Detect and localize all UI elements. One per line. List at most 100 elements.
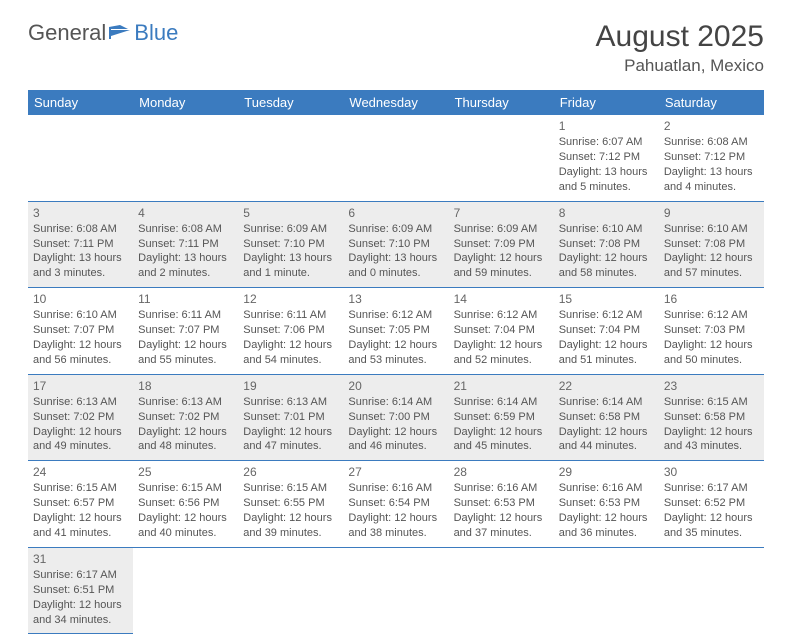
sunset-line: Sunset: 7:11 PM [138, 237, 233, 252]
weekday-header: Monday [133, 90, 238, 115]
day-number: 22 [559, 378, 654, 394]
calendar-row: 31Sunrise: 6:17 AMSunset: 6:51 PMDayligh… [28, 547, 764, 634]
sunset-line: Sunset: 6:53 PM [559, 496, 654, 511]
sunrise-line: Sunrise: 6:09 AM [243, 222, 338, 237]
daylight-line: Daylight: 12 hours and 59 minutes. [454, 251, 549, 281]
sunset-line: Sunset: 7:02 PM [33, 410, 128, 425]
daylight-line: Daylight: 12 hours and 57 minutes. [664, 251, 759, 281]
day-number: 1 [559, 118, 654, 134]
calendar-day-cell: 25Sunrise: 6:15 AMSunset: 6:56 PMDayligh… [133, 461, 238, 548]
sunrise-line: Sunrise: 6:08 AM [138, 222, 233, 237]
weekday-header: Saturday [659, 90, 764, 115]
sunset-line: Sunset: 7:04 PM [559, 323, 654, 338]
day-number: 30 [664, 464, 759, 480]
daylight-line: Daylight: 13 hours and 3 minutes. [33, 251, 128, 281]
day-number: 12 [243, 291, 338, 307]
calendar-day-cell: 26Sunrise: 6:15 AMSunset: 6:55 PMDayligh… [238, 461, 343, 548]
daylight-line: Daylight: 12 hours and 35 minutes. [664, 511, 759, 541]
sunrise-line: Sunrise: 6:16 AM [454, 481, 549, 496]
daylight-line: Daylight: 12 hours and 47 minutes. [243, 425, 338, 455]
calendar-empty-cell [238, 115, 343, 201]
sunrise-line: Sunrise: 6:15 AM [138, 481, 233, 496]
day-number: 24 [33, 464, 128, 480]
sunrise-line: Sunrise: 6:09 AM [348, 222, 443, 237]
sunset-line: Sunset: 7:03 PM [664, 323, 759, 338]
sunset-line: Sunset: 6:51 PM [33, 583, 128, 598]
calendar-day-cell: 23Sunrise: 6:15 AMSunset: 6:58 PMDayligh… [659, 374, 764, 461]
sunset-line: Sunset: 7:12 PM [664, 150, 759, 165]
calendar-day-cell: 24Sunrise: 6:15 AMSunset: 6:57 PMDayligh… [28, 461, 133, 548]
sunrise-line: Sunrise: 6:12 AM [454, 308, 549, 323]
calendar-day-cell: 18Sunrise: 6:13 AMSunset: 7:02 PMDayligh… [133, 374, 238, 461]
calendar-day-cell: 28Sunrise: 6:16 AMSunset: 6:53 PMDayligh… [449, 461, 554, 548]
sunrise-line: Sunrise: 6:16 AM [348, 481, 443, 496]
sunset-line: Sunset: 6:53 PM [454, 496, 549, 511]
day-number: 5 [243, 205, 338, 221]
daylight-line: Daylight: 13 hours and 4 minutes. [664, 165, 759, 195]
day-number: 18 [138, 378, 233, 394]
calendar-day-cell: 16Sunrise: 6:12 AMSunset: 7:03 PMDayligh… [659, 288, 764, 375]
calendar-day-cell: 15Sunrise: 6:12 AMSunset: 7:04 PMDayligh… [554, 288, 659, 375]
day-number: 8 [559, 205, 654, 221]
weekday-header: Friday [554, 90, 659, 115]
calendar-empty-cell [238, 547, 343, 634]
calendar-day-cell: 13Sunrise: 6:12 AMSunset: 7:05 PMDayligh… [343, 288, 448, 375]
calendar-row: 10Sunrise: 6:10 AMSunset: 7:07 PMDayligh… [28, 288, 764, 375]
sunrise-line: Sunrise: 6:14 AM [454, 395, 549, 410]
calendar-day-cell: 17Sunrise: 6:13 AMSunset: 7:02 PMDayligh… [28, 374, 133, 461]
calendar-empty-cell [449, 115, 554, 201]
month-title: August 2025 [596, 20, 764, 54]
sunset-line: Sunset: 7:07 PM [138, 323, 233, 338]
calendar-empty-cell [449, 547, 554, 634]
weekday-header: Sunday [28, 90, 133, 115]
sunset-line: Sunset: 6:59 PM [454, 410, 549, 425]
calendar-day-cell: 4Sunrise: 6:08 AMSunset: 7:11 PMDaylight… [133, 201, 238, 288]
calendar-row: 3Sunrise: 6:08 AMSunset: 7:11 PMDaylight… [28, 201, 764, 288]
sunset-line: Sunset: 7:10 PM [348, 237, 443, 252]
day-number: 6 [348, 205, 443, 221]
sunrise-line: Sunrise: 6:08 AM [33, 222, 128, 237]
daylight-line: Daylight: 12 hours and 52 minutes. [454, 338, 549, 368]
day-number: 16 [664, 291, 759, 307]
sunrise-line: Sunrise: 6:15 AM [243, 481, 338, 496]
calendar-day-cell: 10Sunrise: 6:10 AMSunset: 7:07 PMDayligh… [28, 288, 133, 375]
brand-word-2: Blue [134, 20, 178, 46]
day-number: 11 [138, 291, 233, 307]
sunrise-line: Sunrise: 6:16 AM [559, 481, 654, 496]
sunrise-line: Sunrise: 6:12 AM [559, 308, 654, 323]
sunrise-line: Sunrise: 6:10 AM [664, 222, 759, 237]
sunset-line: Sunset: 7:08 PM [559, 237, 654, 252]
calendar-empty-cell [343, 115, 448, 201]
sunset-line: Sunset: 7:07 PM [33, 323, 128, 338]
calendar-empty-cell [554, 547, 659, 634]
calendar-day-cell: 12Sunrise: 6:11 AMSunset: 7:06 PMDayligh… [238, 288, 343, 375]
daylight-line: Daylight: 12 hours and 40 minutes. [138, 511, 233, 541]
calendar-empty-cell [28, 115, 133, 201]
calendar-day-cell: 2Sunrise: 6:08 AMSunset: 7:12 PMDaylight… [659, 115, 764, 201]
daylight-line: Daylight: 12 hours and 58 minutes. [559, 251, 654, 281]
weekday-header: Tuesday [238, 90, 343, 115]
sunrise-line: Sunrise: 6:17 AM [33, 568, 128, 583]
sunrise-line: Sunrise: 6:17 AM [664, 481, 759, 496]
sunset-line: Sunset: 7:00 PM [348, 410, 443, 425]
calendar-day-cell: 22Sunrise: 6:14 AMSunset: 6:58 PMDayligh… [554, 374, 659, 461]
day-number: 15 [559, 291, 654, 307]
sunset-line: Sunset: 7:06 PM [243, 323, 338, 338]
daylight-line: Daylight: 12 hours and 37 minutes. [454, 511, 549, 541]
sunrise-line: Sunrise: 6:13 AM [138, 395, 233, 410]
daylight-line: Daylight: 12 hours and 48 minutes. [138, 425, 233, 455]
sunset-line: Sunset: 6:55 PM [243, 496, 338, 511]
day-number: 14 [454, 291, 549, 307]
sunrise-line: Sunrise: 6:09 AM [454, 222, 549, 237]
brand-word-1: General [28, 20, 106, 46]
sunset-line: Sunset: 7:12 PM [559, 150, 654, 165]
daylight-line: Daylight: 13 hours and 2 minutes. [138, 251, 233, 281]
sunrise-line: Sunrise: 6:15 AM [33, 481, 128, 496]
sunset-line: Sunset: 7:08 PM [664, 237, 759, 252]
calendar-table: SundayMondayTuesdayWednesdayThursdayFrid… [28, 90, 764, 634]
sunset-line: Sunset: 7:04 PM [454, 323, 549, 338]
day-number: 9 [664, 205, 759, 221]
daylight-line: Daylight: 12 hours and 44 minutes. [559, 425, 654, 455]
calendar-day-cell: 7Sunrise: 6:09 AMSunset: 7:09 PMDaylight… [449, 201, 554, 288]
day-number: 25 [138, 464, 233, 480]
